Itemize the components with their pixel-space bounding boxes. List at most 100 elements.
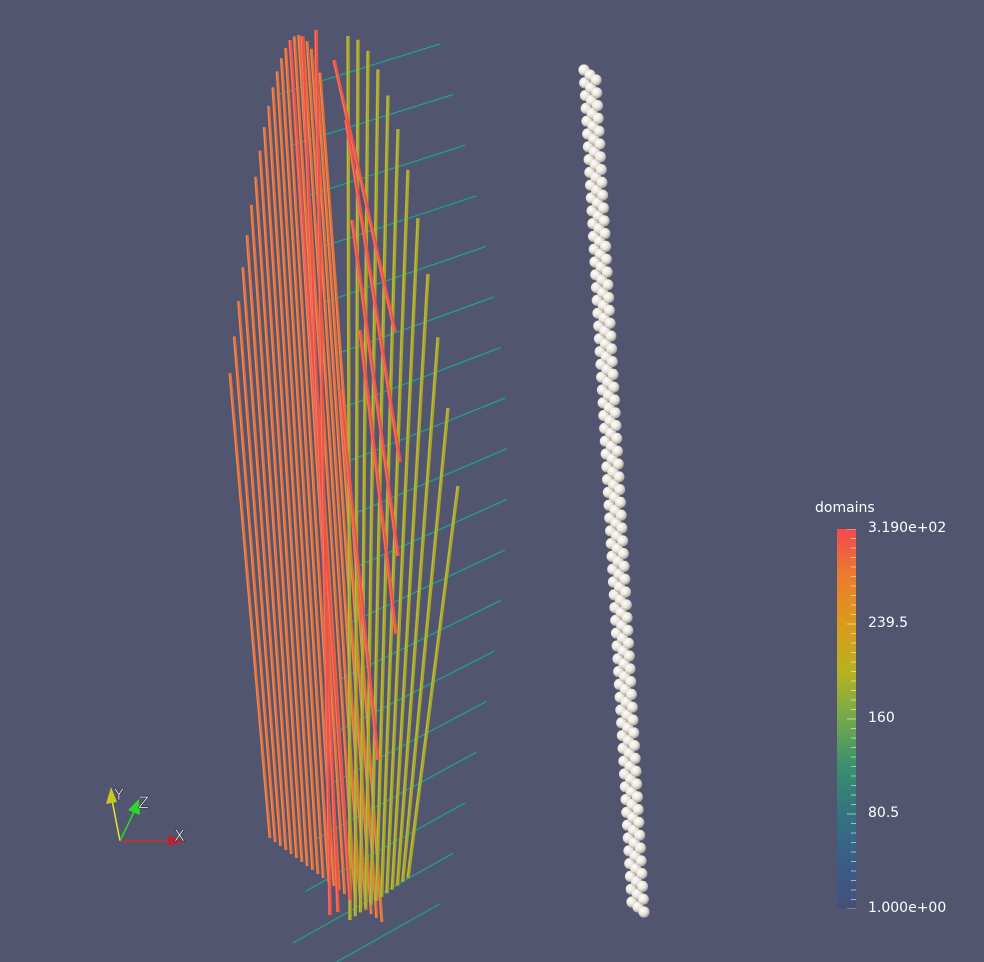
orange-rod-highlight [263, 127, 313, 871]
colorbar-label-min: 1.000e+00 [868, 900, 947, 916]
bead [600, 240, 612, 252]
red-rod [338, 389, 380, 761]
x-axis-label: X [174, 826, 185, 845]
orange-rod [232, 336, 277, 843]
red-rod-highlight [358, 329, 396, 635]
y-axis-arrow-icon [106, 787, 117, 804]
orange-rod-highlight [267, 105, 318, 875]
red-rod [300, 35, 340, 913]
bead [597, 189, 609, 201]
bead [619, 573, 631, 585]
teal-rod-highlight [325, 245, 487, 303]
bead [604, 317, 616, 329]
red-rod-highlight [350, 219, 398, 557]
bead [636, 868, 648, 880]
orange-rod-highlight [314, 59, 377, 919]
colorbar-gradient [837, 529, 856, 909]
bead [628, 727, 640, 739]
red-rod-highlight [314, 29, 330, 916]
orange-rod [237, 300, 283, 847]
bead [629, 752, 641, 765]
bead [625, 688, 638, 701]
orange-rod [279, 58, 336, 887]
bead [610, 420, 622, 432]
x-axis-arrow-icon [168, 835, 184, 846]
colorbar-label-lower: 80.5 [868, 805, 900, 821]
orange-rod [228, 372, 272, 839]
red-rod [314, 29, 332, 916]
red-rod-highlight [332, 59, 395, 333]
bead [608, 381, 620, 393]
yellow-rod-highlight [385, 218, 418, 894]
red-rod-highlight [338, 389, 378, 761]
bead [605, 330, 617, 342]
bead [619, 586, 632, 598]
orange-rod-highlight [254, 176, 302, 863]
bead [591, 100, 604, 112]
bead [590, 74, 602, 86]
bead [594, 151, 607, 163]
colorbar-label-mid: 160 [868, 710, 895, 726]
colorbar-title: domains [815, 500, 875, 516]
teal-rod [344, 548, 507, 627]
y-axis-line [111, 799, 121, 842]
yellow-rod-highlight [406, 485, 458, 879]
orange-rod-highlight [258, 150, 307, 867]
bead [601, 266, 613, 278]
red-rod [344, 119, 402, 463]
yellow-rod [364, 69, 380, 909]
bead [620, 599, 632, 611]
yellow-rod [390, 273, 430, 890]
yellow-rod [395, 337, 440, 886]
z-axis-arrow-icon [128, 799, 140, 815]
orange-rod-highlight [241, 267, 286, 851]
orange-rod [245, 235, 293, 855]
orange-rod-highlight [280, 58, 334, 887]
bead [611, 432, 623, 444]
bead [622, 624, 634, 637]
bead [597, 202, 610, 214]
yellow-rod [385, 218, 420, 894]
teal-rod [316, 194, 478, 251]
bead [621, 612, 633, 624]
red-rod [350, 219, 400, 557]
bead [630, 765, 642, 777]
red-rod-group [288, 29, 402, 916]
bead [624, 663, 636, 675]
bead [638, 906, 650, 918]
orange-rod-highlight [271, 87, 323, 879]
yellow-rod-highlight [396, 337, 438, 886]
bead [631, 791, 644, 803]
orange-rod [262, 127, 315, 871]
teal-rod-highlight [335, 903, 440, 962]
y-axis-label: Y [113, 785, 124, 804]
bead [598, 215, 610, 227]
teal-rod [334, 902, 442, 962]
bead [634, 842, 646, 854]
bead [633, 816, 645, 829]
bead [600, 253, 612, 265]
orange-rod [275, 71, 331, 883]
bead [623, 650, 635, 662]
orange-rod-highlight [233, 336, 275, 843]
bead [603, 304, 615, 316]
bead [602, 279, 614, 291]
bead [635, 855, 647, 867]
bead [618, 560, 630, 573]
orange-rod [241, 267, 288, 851]
bead [596, 176, 608, 188]
bead [626, 701, 638, 713]
orange-rod [254, 176, 304, 863]
bead [603, 292, 615, 304]
orange-rod-highlight [245, 235, 291, 855]
red-rod [358, 329, 398, 635]
bead [628, 740, 641, 752]
bead [609, 407, 621, 419]
bead-group [578, 64, 650, 918]
bead [616, 522, 628, 534]
bead [615, 509, 627, 521]
